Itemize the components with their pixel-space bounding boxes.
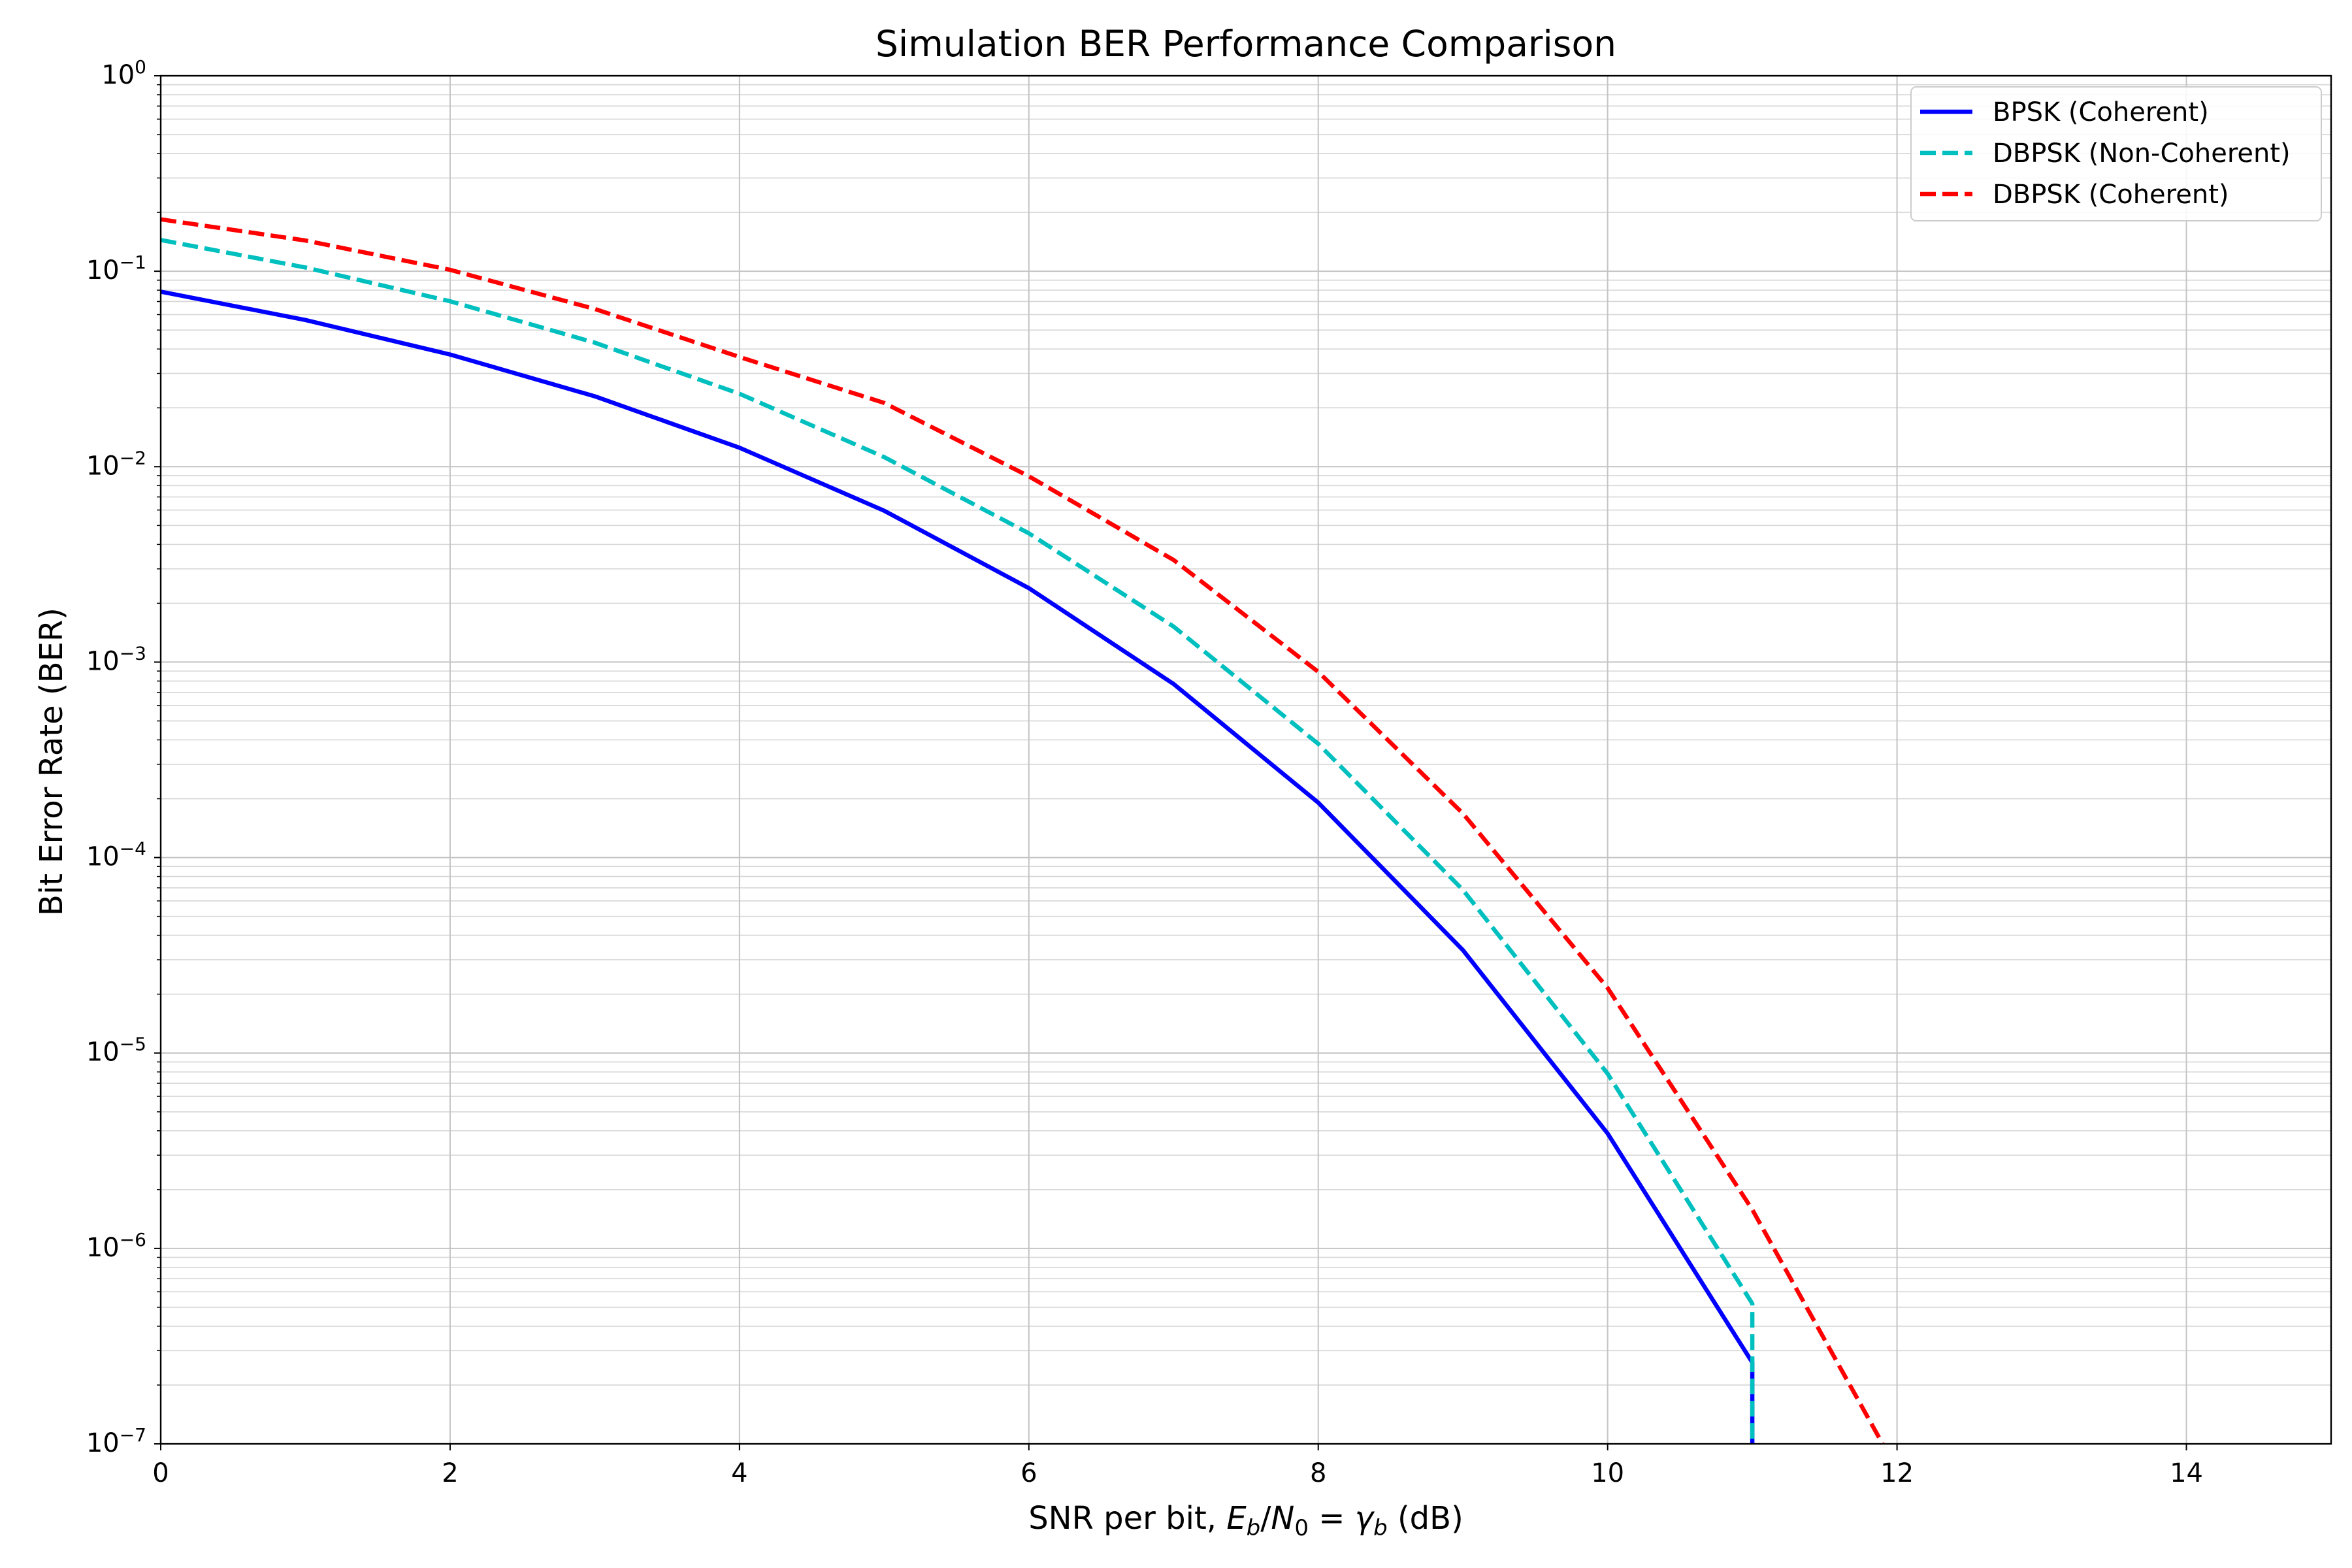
x-axis-label-prefix: SNR per bit, — [1028, 1500, 1226, 1537]
axis-ticks — [154, 75, 2187, 1450]
x-axis-label-equals: = — [1309, 1500, 1355, 1537]
x-tick-label: 14 — [2170, 1458, 2203, 1488]
y-tick-label: 10−2 — [86, 447, 146, 481]
y-tick-label: 10−4 — [86, 838, 146, 872]
x-axis-label: SNR per bit, Eb/N0 = γb (dB) — [1028, 1500, 1463, 1541]
x-tick-labels: 0 2 4 6 8 10 12 14 — [152, 1458, 2203, 1488]
legend-label-1: BPSK (Coherent) — [1993, 97, 2209, 127]
x-tick-label: 8 — [1310, 1458, 1326, 1488]
x-tick-label: 0 — [152, 1458, 169, 1488]
x-axis-label-e-sub: b — [1247, 1515, 1261, 1541]
legend-box — [1910, 86, 2322, 221]
y-tick-label: 10−3 — [86, 642, 146, 676]
y-tick-label: 10−7 — [86, 1424, 146, 1458]
y-tick-label: 10−5 — [86, 1034, 146, 1068]
x-axis-label-gamma: γ — [1355, 1500, 1375, 1537]
x-tick-label: 6 — [1021, 1458, 1037, 1488]
series-line-3 — [160, 217, 1885, 1445]
x-tick-label: 2 — [442, 1458, 458, 1488]
x-tick-label: 4 — [731, 1458, 747, 1488]
x-axis-label-suffix: (dB) — [1388, 1500, 1463, 1537]
x-axis-label-e: E — [1226, 1500, 1247, 1537]
x-axis-label-n-sub: 0 — [1294, 1515, 1309, 1541]
x-axis-label-n: N — [1271, 1500, 1294, 1537]
axes-frame — [159, 74, 2332, 1445]
chart-title: Simulation BER Performance Comparison — [875, 23, 1616, 65]
x-tick-label: 12 — [1880, 1458, 1914, 1488]
legend: BPSK (Coherent) DBPSK (Non-Coherent) DBPSK… — [1910, 86, 2322, 221]
series-line-1 — [160, 289, 1755, 1444]
y-tick-label: 100 — [101, 56, 146, 90]
series-lines — [160, 217, 1885, 1445]
minor-gridlines — [161, 84, 2331, 1386]
major-gridlines — [160, 75, 2331, 1445]
series-line-2 — [160, 238, 1755, 1444]
y-tick-labels: 100 10−1 10−2 10−3 10−4 10−5 10−6 10−7 — [86, 56, 146, 1458]
x-axis-label-slash: / — [1260, 1500, 1271, 1537]
legend-label-2: DBPSK (Non-Coherent) — [1993, 139, 2291, 169]
x-tick-label: 10 — [1591, 1458, 1624, 1488]
legend-label-3: DBPSK (Coherent) — [1993, 180, 2229, 210]
y-tick-label: 10−6 — [86, 1229, 146, 1263]
y-tick-label: 10−1 — [86, 252, 146, 286]
x-axis-label-gamma-sub: b — [1373, 1515, 1388, 1541]
y-axis-label: Bit Error Rate (BER) — [33, 608, 70, 916]
